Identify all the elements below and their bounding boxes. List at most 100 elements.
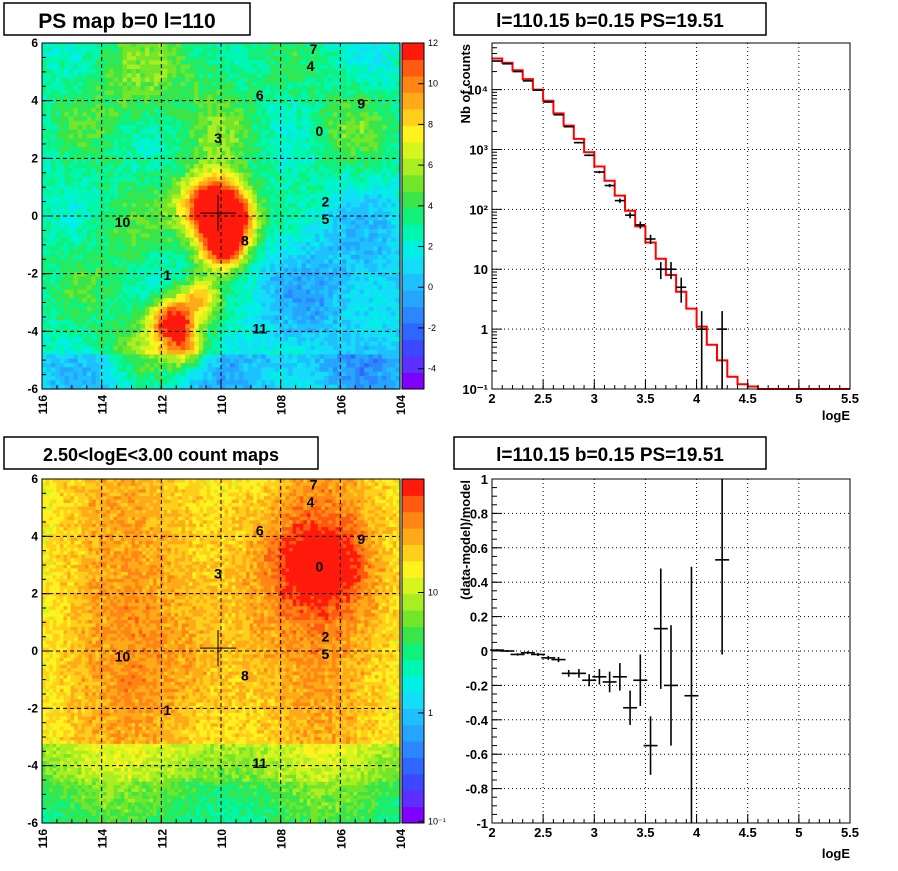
heatmap-cell — [198, 207, 204, 213]
heatmap-cell — [95, 133, 101, 139]
heatmap-cell — [368, 73, 374, 79]
heatmap-cell — [203, 233, 209, 239]
heatmap-cell — [55, 90, 61, 96]
heatmap-cell — [100, 263, 106, 269]
heatmap-cell — [203, 263, 209, 269]
heatmap-cell — [314, 177, 321, 182]
heatmap-cell — [68, 177, 74, 182]
heatmap-cell — [301, 94, 307, 100]
heatmap-cell — [113, 155, 119, 161]
heatmap-cell — [127, 94, 133, 100]
heatmap-cell — [265, 47, 271, 53]
heatmap-cell — [46, 103, 52, 109]
heatmap-cell — [95, 90, 101, 96]
heatmap-cell — [86, 241, 92, 247]
heatmap-cell — [234, 81, 240, 87]
heatmap-cell — [346, 64, 352, 70]
heatmap-cell — [162, 302, 168, 308]
heatmap-cell — [73, 86, 79, 92]
heatmap-cell — [131, 259, 137, 265]
heatmap-cell — [297, 55, 303, 61]
heatmap-cell — [238, 241, 244, 247]
heatmap-cell — [221, 86, 227, 92]
heatmap-cell — [382, 68, 388, 74]
heatmap-cell — [189, 254, 195, 260]
heatmap-cell — [216, 43, 222, 48]
heatmap-cell — [59, 77, 65, 83]
heatmap-cell — [355, 86, 361, 92]
heatmap-cell — [198, 94, 204, 100]
heatmap-cell — [382, 90, 388, 96]
heatmap-cell — [95, 185, 101, 191]
heatmap-cell — [46, 77, 52, 83]
heatmap-cell — [261, 86, 267, 92]
heatmap-cell — [216, 194, 222, 200]
heatmap-cell — [323, 73, 329, 79]
heatmap-cell — [292, 220, 298, 226]
heatmap-cell — [270, 55, 276, 61]
heatmap-cell — [59, 224, 65, 230]
heatmap-cell — [167, 164, 173, 170]
heatmap-cell — [91, 190, 97, 195]
heatmap-cell — [386, 224, 392, 230]
heatmap-cell — [323, 259, 329, 265]
heatmap-cell — [118, 246, 124, 252]
heatmap-cell — [252, 116, 258, 122]
heatmap-cell — [234, 220, 240, 226]
heatmap-cell — [171, 216, 177, 221]
heatmap-cell — [319, 133, 325, 139]
heatmap-cell — [153, 73, 159, 79]
heatmap-cell — [364, 190, 370, 195]
heatmap-cell — [247, 254, 253, 260]
heatmap-cell — [292, 285, 298, 291]
heatmap-cell — [292, 211, 298, 217]
heatmap-cell — [319, 224, 325, 230]
heatmap-cell — [140, 280, 146, 286]
heatmap-cell — [274, 107, 280, 113]
heatmap-cell — [46, 228, 52, 234]
heatmap-cell — [135, 172, 142, 178]
heatmap-cell — [377, 107, 383, 113]
heatmap-cell — [118, 203, 124, 208]
heatmap-cell — [95, 103, 101, 109]
heatmap-cell — [64, 172, 70, 178]
heatmap-cell — [180, 198, 186, 204]
heatmap-cell — [306, 133, 312, 139]
heatmap-cell — [59, 220, 65, 226]
heatmap-cell — [373, 138, 379, 144]
heatmap-cell — [323, 60, 329, 66]
heatmap-cell — [135, 90, 142, 96]
heatmap-cell — [238, 263, 244, 269]
heatmap-cell — [377, 77, 383, 83]
heatmap-cell — [82, 112, 88, 118]
heatmap-cell — [319, 233, 325, 239]
heatmap-cell — [46, 151, 52, 157]
heatmap-cell — [176, 51, 182, 57]
heatmap-cell — [265, 164, 271, 170]
heatmap-cell — [323, 55, 329, 61]
heatmap-cell — [337, 207, 343, 213]
heatmap-cell — [198, 172, 204, 178]
heatmap-cell — [265, 259, 271, 265]
heatmap-cell — [301, 129, 307, 135]
heatmap-cell — [176, 64, 182, 70]
heatmap-cell — [167, 185, 173, 191]
heatmap-cell — [310, 133, 316, 139]
heatmap-cell — [386, 86, 392, 92]
heatmap-cell — [279, 90, 285, 96]
heatmap-cell — [368, 285, 374, 291]
heatmap-cell — [194, 267, 200, 273]
heatmap-cell — [153, 190, 159, 195]
heatmap-cell — [221, 68, 227, 74]
heatmap-cell — [221, 246, 227, 252]
heatmap-cell — [212, 64, 218, 70]
heatmap-cell — [274, 224, 280, 230]
heatmap-cell — [189, 112, 195, 118]
heatmap-cell — [207, 90, 213, 96]
heatmap-cell — [283, 155, 289, 161]
heatmap-cell — [234, 293, 240, 299]
heatmap-cell — [306, 64, 312, 70]
heatmap-cell — [189, 133, 195, 139]
heatmap-cell — [59, 311, 65, 317]
heatmap-cell — [301, 168, 307, 174]
